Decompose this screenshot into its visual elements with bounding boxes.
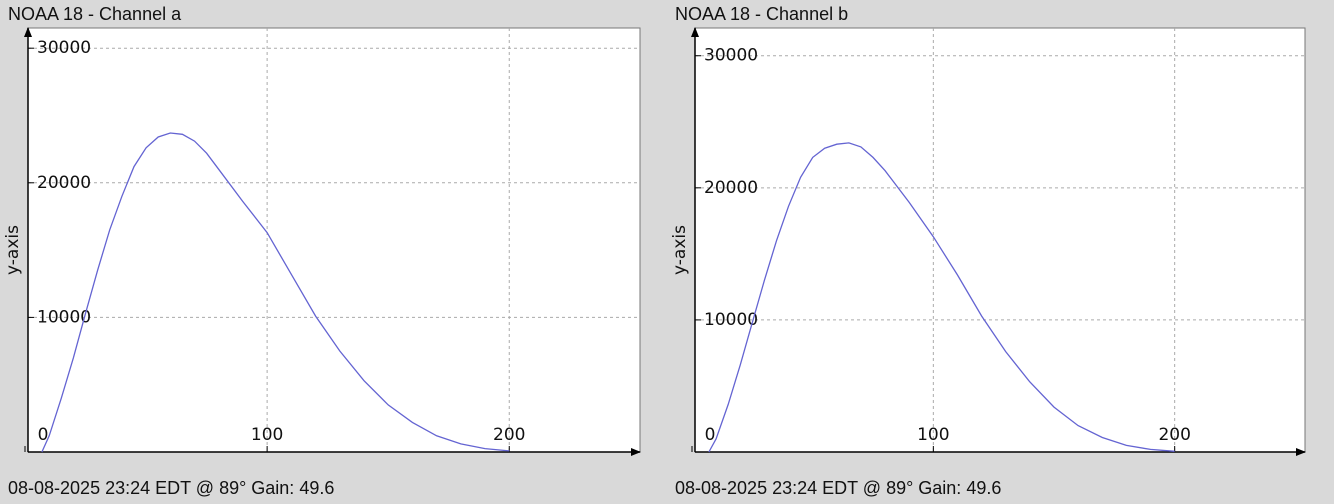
y-tick-label: 30000 bbox=[704, 46, 758, 66]
footer: 08-08-2025 23:24 EDT @ 89° Gain: 49.6 bbox=[675, 478, 1001, 498]
x-tick-label: 0 bbox=[705, 425, 716, 445]
y-axis-label: y-axis bbox=[3, 225, 23, 275]
x-tick-label: 100 bbox=[251, 425, 283, 445]
chart-title: NOAA 18 - Channel a bbox=[8, 4, 182, 24]
x-tick-label: 200 bbox=[1158, 425, 1190, 445]
x-tick-label: 0 bbox=[38, 425, 49, 445]
plot-area bbox=[27, 27, 641, 453]
data-line bbox=[41, 132, 510, 453]
chart-title: NOAA 18 - Channel b bbox=[675, 4, 848, 24]
y-axis-label: y-axis bbox=[670, 225, 690, 275]
y-tick-label: 10000 bbox=[37, 307, 91, 327]
data-line bbox=[708, 142, 1175, 453]
footer: 08-08-2025 23:24 EDT @ 89° Gain: 49.6 bbox=[8, 478, 334, 498]
y-tick-label: 20000 bbox=[37, 173, 91, 193]
x-tick-label: 200 bbox=[493, 425, 525, 445]
x-tick-label: 100 bbox=[917, 425, 949, 445]
y-tick-label: 20000 bbox=[704, 178, 758, 198]
y-tick-label: 30000 bbox=[37, 38, 91, 58]
y-tick-label: 10000 bbox=[704, 310, 758, 330]
plot-area bbox=[694, 27, 1306, 453]
